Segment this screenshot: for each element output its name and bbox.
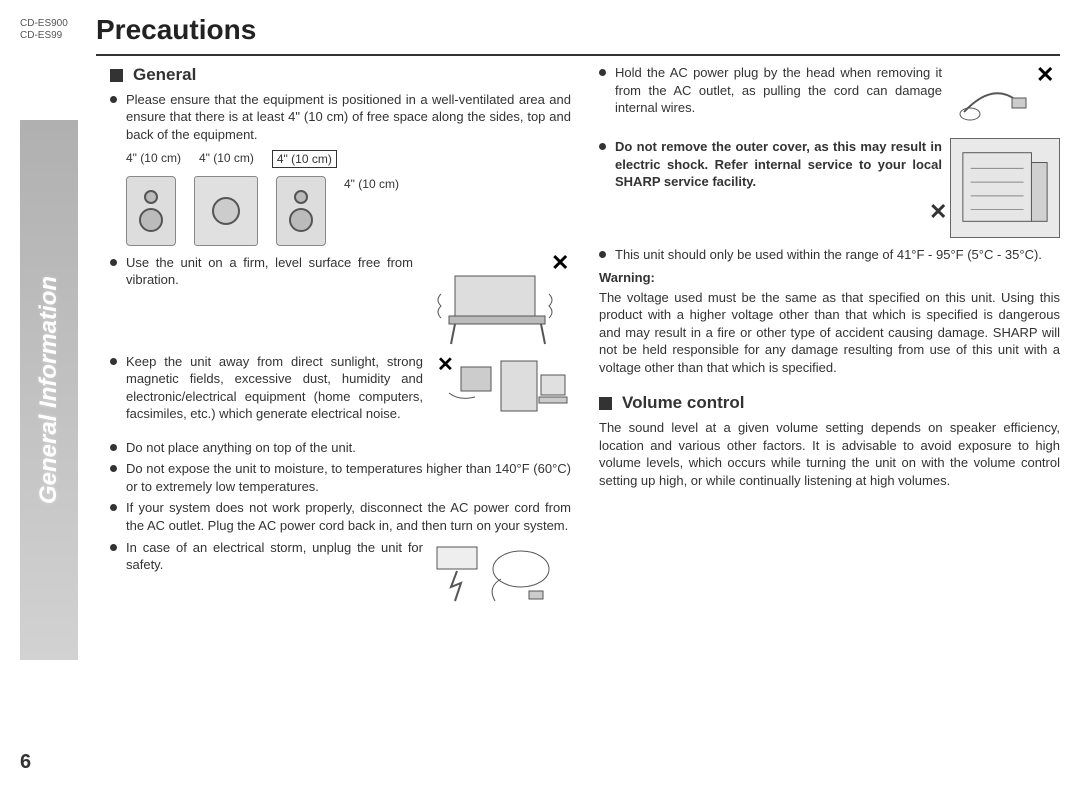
volume-text: The sound level at a given volume settin… (599, 419, 1060, 489)
general-item-4: Do not expose the unit to moisture, to t… (110, 460, 571, 495)
side-tab-label: General Information (35, 276, 63, 504)
model-2: CD-ES99 (20, 30, 68, 42)
plug-figure: ✕ (950, 64, 1060, 134)
dim-right: 4" (10 cm) (344, 176, 399, 192)
general-list-2: Use the unit on a firm, level surface fr… (110, 254, 571, 629)
right-item-0: Hold the AC power plug by the head when … (599, 64, 1060, 134)
square-bullet-icon (599, 397, 612, 410)
svg-text:✕: ✕ (551, 254, 569, 275)
general-item-3: Do not place anything on top of the unit… (110, 439, 571, 457)
vibration-figure: ✕ (421, 254, 571, 349)
volume-heading: Volume control (599, 392, 1060, 415)
general-item-5: If your system does not work properly, d… (110, 499, 571, 534)
svg-text:✕: ✕ (437, 354, 454, 376)
square-bullet-icon (110, 69, 123, 82)
general-item-1: Use the unit on a firm, level surface fr… (110, 254, 571, 349)
clearance-diagram: 4" (10 cm) 4" (10 cm) 4" (10 cm) (126, 150, 571, 246)
svg-text:✕: ✕ (1036, 64, 1054, 87)
page-number: 6 (20, 751, 31, 774)
speaker-left-icon (126, 176, 176, 246)
speaker-right-icon (276, 176, 326, 246)
side-tab: General Information (20, 120, 78, 660)
general-list-1: Please ensure that the equipment is posi… (110, 91, 571, 144)
model-1: CD-ES900 (20, 18, 68, 30)
general-heading: General (110, 64, 571, 87)
right-item-2: This unit should only be used within the… (599, 246, 1060, 264)
warning-text: The voltage used must be the same as tha… (599, 289, 1060, 377)
cover-figure (950, 138, 1060, 242)
page-title: Precautions (96, 14, 256, 46)
general-heading-label: General (133, 64, 196, 87)
model-labels: CD-ES900 CD-ES99 (20, 18, 68, 42)
dim-mid: 4" (10 cm) (199, 150, 254, 166)
volume-heading-label: Volume control (622, 392, 744, 415)
right-column: Hold the AC power plug by the head when … (599, 64, 1060, 776)
title-rule (96, 54, 1060, 56)
dim-left: 4" (10 cm) (126, 150, 181, 166)
content-columns: General Please ensure that the equipment… (110, 64, 1060, 776)
right-item-1: Do not remove the outer cover, as this m… (599, 138, 1060, 242)
general-item-6: In case of an electrical storm, unplug t… (110, 539, 571, 629)
center-unit-icon (194, 176, 258, 246)
general-item-0: Please ensure that the equipment is posi… (110, 91, 571, 144)
dim-top-box: 4" (10 cm) (272, 150, 337, 168)
warning-label: Warning: (599, 269, 1060, 287)
unit-cover-icon (950, 138, 1060, 238)
storm-figure (431, 539, 571, 629)
right-list-1: Hold the AC power plug by the head when … (599, 64, 1060, 263)
left-column: General Please ensure that the equipment… (110, 64, 571, 776)
general-item-2: Keep the unit away from direct sunlight,… (110, 353, 571, 435)
interference-figure: ✕ (431, 353, 571, 435)
